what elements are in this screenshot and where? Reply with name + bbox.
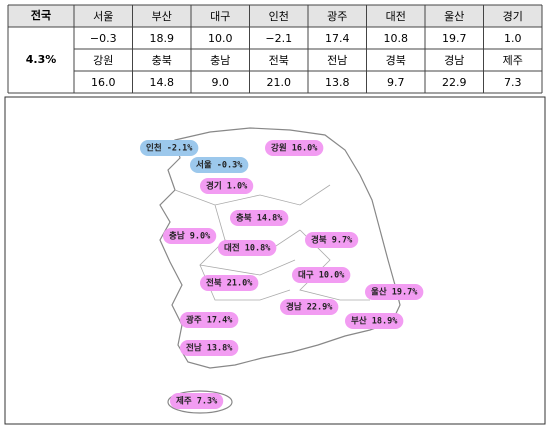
value-cell: 19.7: [442, 32, 467, 45]
label-pill: [345, 313, 404, 329]
map-label: 부산 18.9%: [351, 316, 398, 327]
map-label: 충북 14.8%: [236, 213, 283, 224]
value-cell: 13.8: [325, 76, 350, 89]
label-pill: [230, 210, 289, 226]
map-label: 경북 9.7%: [311, 235, 353, 246]
value-cell: −0.3: [90, 32, 117, 45]
region-cell: 경북: [386, 54, 406, 67]
map-label: 강원 16.0%: [271, 143, 318, 154]
region-cell: 충남: [210, 54, 230, 67]
map-label: 제주 7.3%: [176, 396, 218, 407]
label-pill: [365, 284, 424, 300]
label-pill: [180, 312, 239, 328]
map-label: 전북 21.0%: [206, 278, 253, 289]
map-labels: 인천 -2.1%서울 -0.3% 강원 16.0% 경기 1.0% 충북 14.8% 충…: [140, 140, 424, 409]
map-label: 울산 19.7%: [371, 287, 418, 298]
region-cell: 강원: [93, 54, 113, 67]
total: 4.3%: [26, 53, 57, 66]
value-cell: 10.0: [208, 32, 233, 45]
region-cell: 인천: [269, 9, 289, 23]
value-cell: 18.9: [150, 32, 175, 45]
map-label: 서울 -0.3%: [196, 160, 243, 171]
region-cell: 경기: [503, 10, 523, 23]
map-label: 인천 -2.1%: [146, 143, 193, 154]
label-pill: [265, 140, 324, 156]
value-cell: 16.0: [91, 76, 116, 89]
label-pill: [292, 267, 351, 283]
value-cell: 22.9: [442, 76, 467, 89]
map-label: 대구 10.0%: [298, 270, 345, 281]
map-label: 전남 13.8%: [186, 343, 233, 354]
region-cell: 충북: [152, 54, 172, 67]
label-pill: [140, 140, 199, 156]
label-pill: [180, 340, 239, 356]
region-cell: 경남: [444, 54, 464, 67]
label-pill: [280, 299, 339, 315]
region-cell: 전북: [269, 54, 289, 67]
map-label: 충남 9.0%: [169, 231, 211, 242]
label-pill: [200, 178, 254, 194]
label-pill: [200, 275, 259, 291]
region-cell: 전남: [327, 54, 347, 67]
map-label: 광주 17.4%: [186, 315, 233, 326]
label-pill: [170, 393, 224, 409]
region-cell: 부산: [152, 10, 172, 23]
value-cell: 17.4: [325, 32, 350, 45]
region-cell: 울산: [444, 10, 464, 23]
region-cell: 대구: [210, 10, 230, 23]
value-cell: 14.8: [150, 76, 175, 89]
table: 전국 4.3% 서울 부산 대구 인천 광주 대전 울산 경기 −0.3 18.9 10.0 −2.1…: [7, 4, 543, 94]
value-cell: 9.0: [212, 76, 230, 89]
value-cell: 1.0: [504, 32, 522, 45]
map-label: 경기 1.0%: [206, 181, 248, 192]
label-pill: [163, 228, 217, 244]
header-bg: [8, 5, 542, 27]
label-pill: [305, 232, 359, 248]
corner: 전국: [31, 8, 51, 22]
value-cell: −2.1: [265, 32, 292, 45]
region-cell: 광주: [327, 10, 347, 23]
region-cell: 대전: [386, 10, 406, 23]
label-pill: [190, 157, 249, 173]
map-label: 경남 22.9%: [286, 302, 333, 313]
map-label: 대전 10.8%: [224, 243, 271, 254]
label-pill: [218, 240, 277, 256]
value-cell: 21.0: [267, 76, 292, 89]
value-cell: 7.3: [504, 76, 522, 89]
region-cell: 서울: [93, 10, 113, 23]
region-cell: 제주: [503, 54, 523, 67]
value-cell: 10.8: [384, 32, 409, 45]
value-cell: 9.7: [387, 76, 405, 89]
